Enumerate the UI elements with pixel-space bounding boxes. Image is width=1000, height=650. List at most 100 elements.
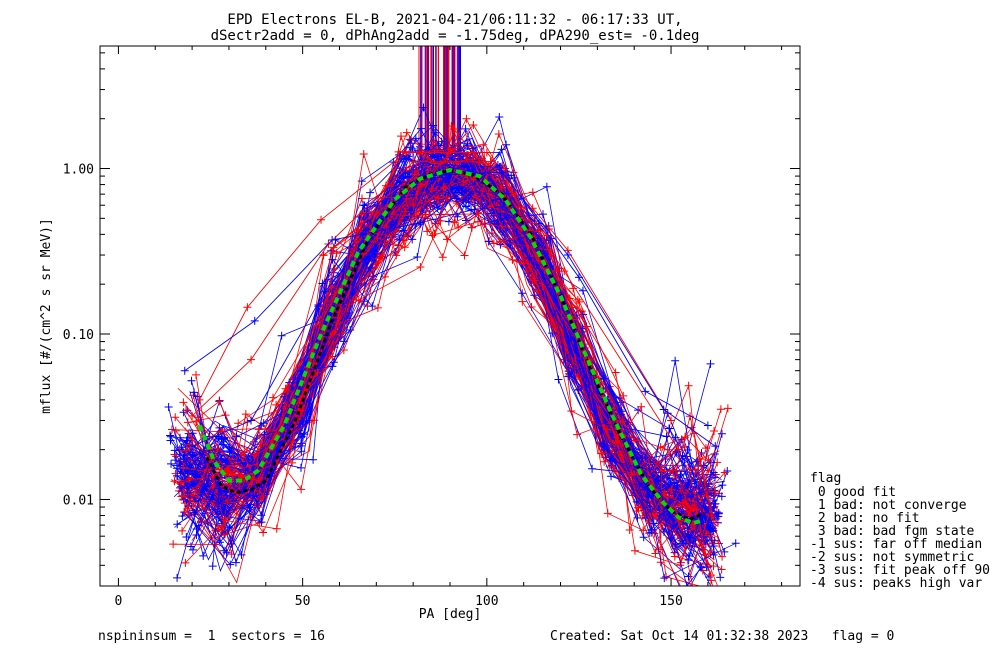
data-point	[468, 165, 476, 174]
legend-item: -1 sus: far off median	[810, 537, 982, 552]
data-point	[357, 218, 366, 227]
series-line	[180, 190, 716, 586]
data-point	[617, 407, 626, 416]
data-point	[433, 152, 442, 161]
data-point	[491, 195, 500, 204]
series-line	[186, 160, 715, 561]
data-point	[247, 480, 256, 489]
data-point	[177, 443, 186, 452]
data-point	[714, 509, 723, 518]
data-point	[641, 453, 650, 462]
data-point	[460, 251, 469, 260]
data-point	[718, 594, 726, 602]
data-point	[188, 411, 197, 420]
data-point	[686, 507, 695, 516]
data-point	[610, 466, 619, 475]
data-point	[297, 485, 306, 494]
data-point	[542, 182, 551, 191]
data-point	[221, 516, 230, 525]
data-point	[717, 429, 726, 438]
data-point	[416, 218, 425, 227]
x-tick-label: 150	[659, 594, 682, 609]
data-point	[173, 573, 182, 582]
data-point	[523, 267, 532, 276]
data-point	[579, 310, 588, 319]
data-point	[290, 443, 299, 452]
data-point	[166, 431, 175, 440]
data-point	[254, 425, 263, 434]
data-point	[603, 425, 612, 434]
x-tick-label: 0	[115, 594, 123, 609]
data-point	[674, 445, 683, 454]
data-point	[647, 525, 656, 534]
footer-right: Created: Sat Oct 14 01:32:38 2023 flag =…	[550, 629, 894, 644]
data-point	[518, 297, 527, 306]
data-point	[358, 194, 367, 203]
data-point	[318, 279, 327, 288]
data-point	[679, 539, 688, 548]
sample-curve	[179, 151, 714, 582]
data-point	[600, 457, 609, 466]
data-point	[603, 509, 612, 518]
data-point	[486, 157, 495, 166]
data-point	[417, 124, 426, 133]
data-point	[434, 194, 443, 203]
data-point	[243, 303, 252, 312]
data-point	[709, 550, 718, 559]
data-point	[650, 510, 659, 519]
data-point	[167, 425, 176, 434]
footer-left: nspininsum = 1 sectors = 16	[98, 629, 325, 644]
series-line	[191, 171, 711, 572]
data-point	[684, 572, 693, 581]
axes-layer: 0 50 100 150 0.01 0.10 1.00	[63, 46, 800, 609]
data-point	[639, 526, 648, 535]
data-point	[215, 484, 224, 493]
data-point	[497, 168, 506, 177]
outlier-curve	[195, 148, 676, 425]
data-point	[332, 249, 341, 258]
data-point	[563, 251, 572, 260]
data-point	[530, 276, 539, 285]
data-point	[257, 511, 266, 520]
data-point	[475, 158, 484, 167]
data-point	[415, 149, 424, 158]
data-point	[222, 548, 231, 557]
data-point	[373, 233, 382, 242]
data-point	[463, 139, 472, 148]
y-tick-label: 0.10	[63, 328, 94, 343]
series-line	[184, 164, 709, 426]
legend-title: flag	[810, 471, 841, 486]
data-point	[269, 393, 278, 402]
data-point	[494, 129, 503, 138]
data-point	[625, 525, 634, 534]
data-point	[296, 441, 305, 450]
data-point	[484, 237, 493, 246]
data-point	[683, 445, 692, 454]
data-point	[329, 243, 338, 252]
data-point	[402, 128, 411, 137]
data-point	[574, 385, 583, 394]
data-point	[508, 255, 517, 264]
data-point	[373, 303, 382, 312]
series-line	[187, 149, 707, 527]
data-point	[459, 162, 468, 171]
data-point	[469, 120, 478, 129]
data-point	[648, 491, 657, 500]
data-point	[717, 492, 726, 501]
data-point	[497, 222, 506, 231]
data-point	[186, 542, 195, 551]
data-point	[360, 255, 369, 264]
data-point	[706, 525, 715, 534]
data-point	[272, 524, 281, 533]
data-point	[309, 455, 318, 464]
data-point	[213, 525, 222, 534]
data-point	[612, 449, 621, 458]
data-point	[704, 523, 713, 532]
data-point	[430, 159, 439, 168]
data-point	[632, 507, 641, 516]
data-point	[608, 455, 617, 464]
sample-curve	[177, 186, 719, 586]
data-point	[662, 432, 671, 441]
series-line	[191, 171, 716, 447]
data-point	[539, 210, 548, 219]
